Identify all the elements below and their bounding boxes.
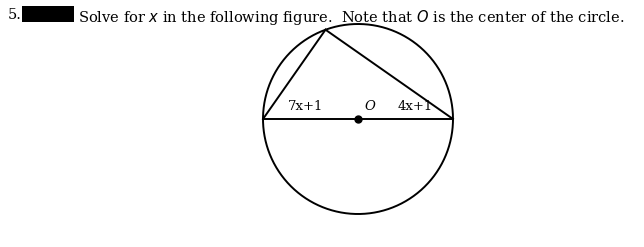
Text: 5.: 5. [8, 8, 22, 22]
Text: 7x+1: 7x+1 [288, 100, 323, 113]
Bar [22, 6, 74, 22]
Text: 4x+1: 4x+1 [397, 100, 433, 113]
Text: O: O [365, 100, 375, 113]
Text: Solve for $x$ in the following figure.  Note that $O$ is the center of the circl: Solve for $x$ in the following figure. N… [78, 8, 625, 27]
